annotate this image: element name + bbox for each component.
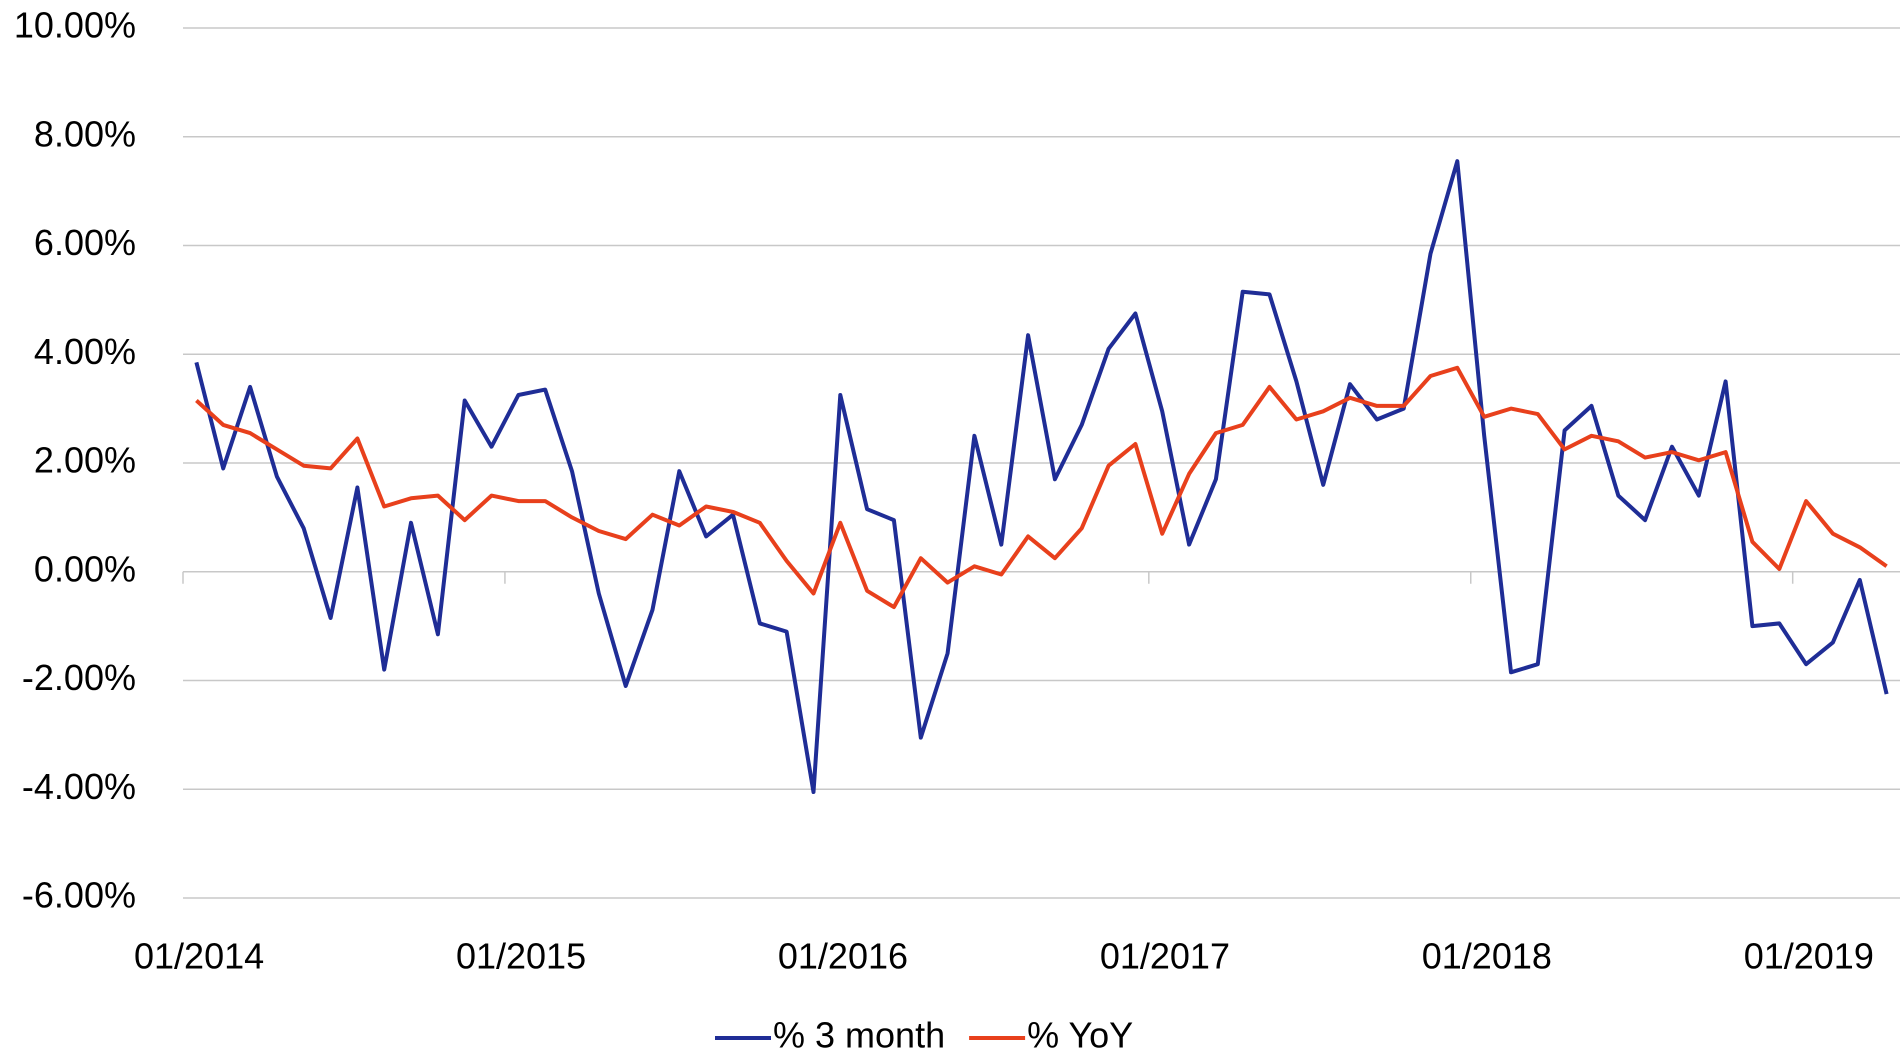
x-tick-label: 01/2016 [778, 936, 908, 977]
series-line [194, 159, 1889, 794]
y-tick-label: 10.00% [14, 5, 136, 46]
x-tick-label: 01/2018 [1422, 936, 1552, 977]
y-tick-label: 4.00% [34, 331, 136, 372]
y-tick-label: -4.00% [22, 766, 136, 807]
x-tick-label: 01/2015 [456, 936, 586, 977]
y-tick-label: -6.00% [22, 875, 136, 916]
x-tick-label: 01/2014 [134, 936, 264, 977]
legend-label: % 3 month [773, 1015, 945, 1056]
legend-label: % YoY [1027, 1015, 1133, 1056]
x-tick-label: 01/2019 [1744, 936, 1874, 977]
y-tick-label: 8.00% [34, 113, 136, 154]
y-tick-label: 2.00% [34, 440, 136, 481]
x-tick-label: 01/2017 [1100, 936, 1230, 977]
series-line [195, 365, 1888, 610]
y-tick-label: 6.00% [34, 222, 136, 263]
y-tick-label: 0.00% [34, 548, 136, 589]
y-tick-label: -2.00% [22, 657, 136, 698]
